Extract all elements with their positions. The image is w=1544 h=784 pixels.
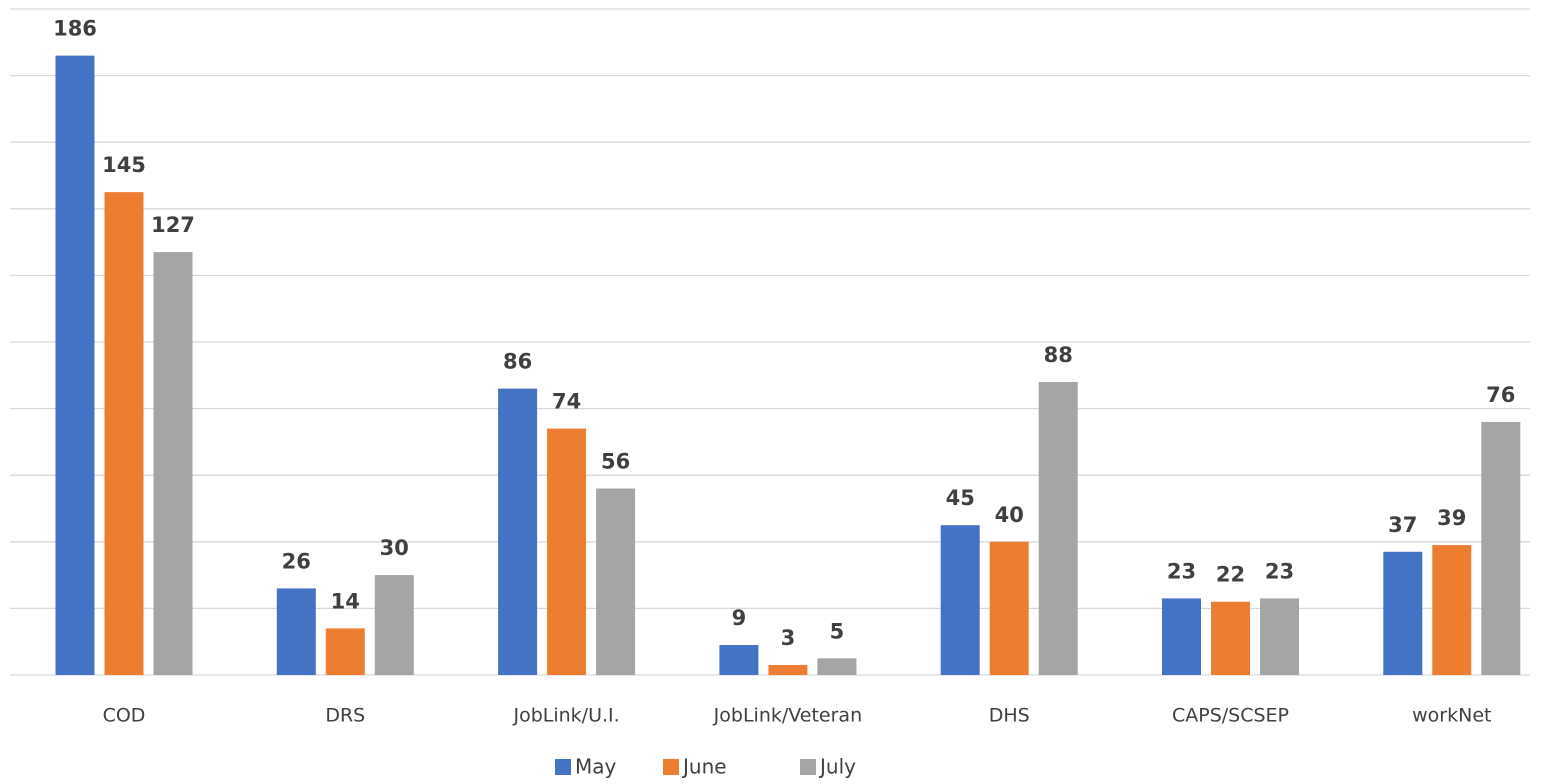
bar xyxy=(1481,421,1521,675)
data-label: 3 xyxy=(781,626,796,650)
data-label: 56 xyxy=(601,450,630,474)
bar xyxy=(276,588,316,675)
x-tick-label: DRS xyxy=(325,705,365,727)
data-label: 26 xyxy=(282,549,311,573)
data-label: 145 xyxy=(102,153,146,177)
bar xyxy=(1432,545,1472,675)
legend-label: May xyxy=(575,755,617,779)
data-label: 22 xyxy=(1216,563,1245,587)
bar xyxy=(1260,598,1299,675)
legend-swatch xyxy=(555,759,571,775)
data-label: 88 xyxy=(1044,343,1073,367)
data-label: 76 xyxy=(1486,383,1515,407)
legend-label: July xyxy=(818,755,856,779)
data-label: 86 xyxy=(503,350,532,374)
bar xyxy=(498,388,538,675)
data-label: 186 xyxy=(53,17,97,41)
x-tick-label: JobLink/Veteran xyxy=(713,705,862,727)
data-label: 37 xyxy=(1388,513,1417,537)
data-label: 30 xyxy=(380,536,409,560)
bar xyxy=(153,252,193,675)
data-label: 127 xyxy=(151,213,195,237)
legend-label: June xyxy=(681,755,727,779)
data-label: 23 xyxy=(1265,559,1294,583)
bar xyxy=(1211,601,1250,675)
data-label: 39 xyxy=(1437,506,1466,530)
x-tick-label: COD xyxy=(103,705,146,727)
bar xyxy=(719,645,759,675)
data-label: 40 xyxy=(995,503,1024,527)
bar xyxy=(55,55,95,676)
bar xyxy=(596,488,636,675)
x-tick-label: JobLink/U.I. xyxy=(512,705,619,727)
x-tick-label: DHS xyxy=(989,705,1030,727)
bar xyxy=(104,192,144,675)
bar xyxy=(547,428,587,675)
legend-swatch xyxy=(800,759,816,775)
data-label: 74 xyxy=(552,390,581,414)
data-label: 45 xyxy=(946,486,975,510)
x-tick-label: workNet xyxy=(1412,705,1491,727)
bar xyxy=(768,665,808,675)
bar xyxy=(325,628,365,675)
bar xyxy=(817,658,857,675)
data-label: 14 xyxy=(331,589,360,613)
bar xyxy=(940,525,980,675)
data-label: 9 xyxy=(732,606,747,630)
bar xyxy=(1038,381,1078,675)
data-label: 23 xyxy=(1167,559,1196,583)
bar xyxy=(374,575,414,675)
bar xyxy=(1162,598,1201,675)
bar xyxy=(989,541,1029,675)
legend-swatch xyxy=(663,759,679,775)
data-label: 5 xyxy=(830,619,845,643)
x-tick-label: CAPS/SCSEP xyxy=(1172,705,1289,727)
bar xyxy=(1383,551,1423,675)
